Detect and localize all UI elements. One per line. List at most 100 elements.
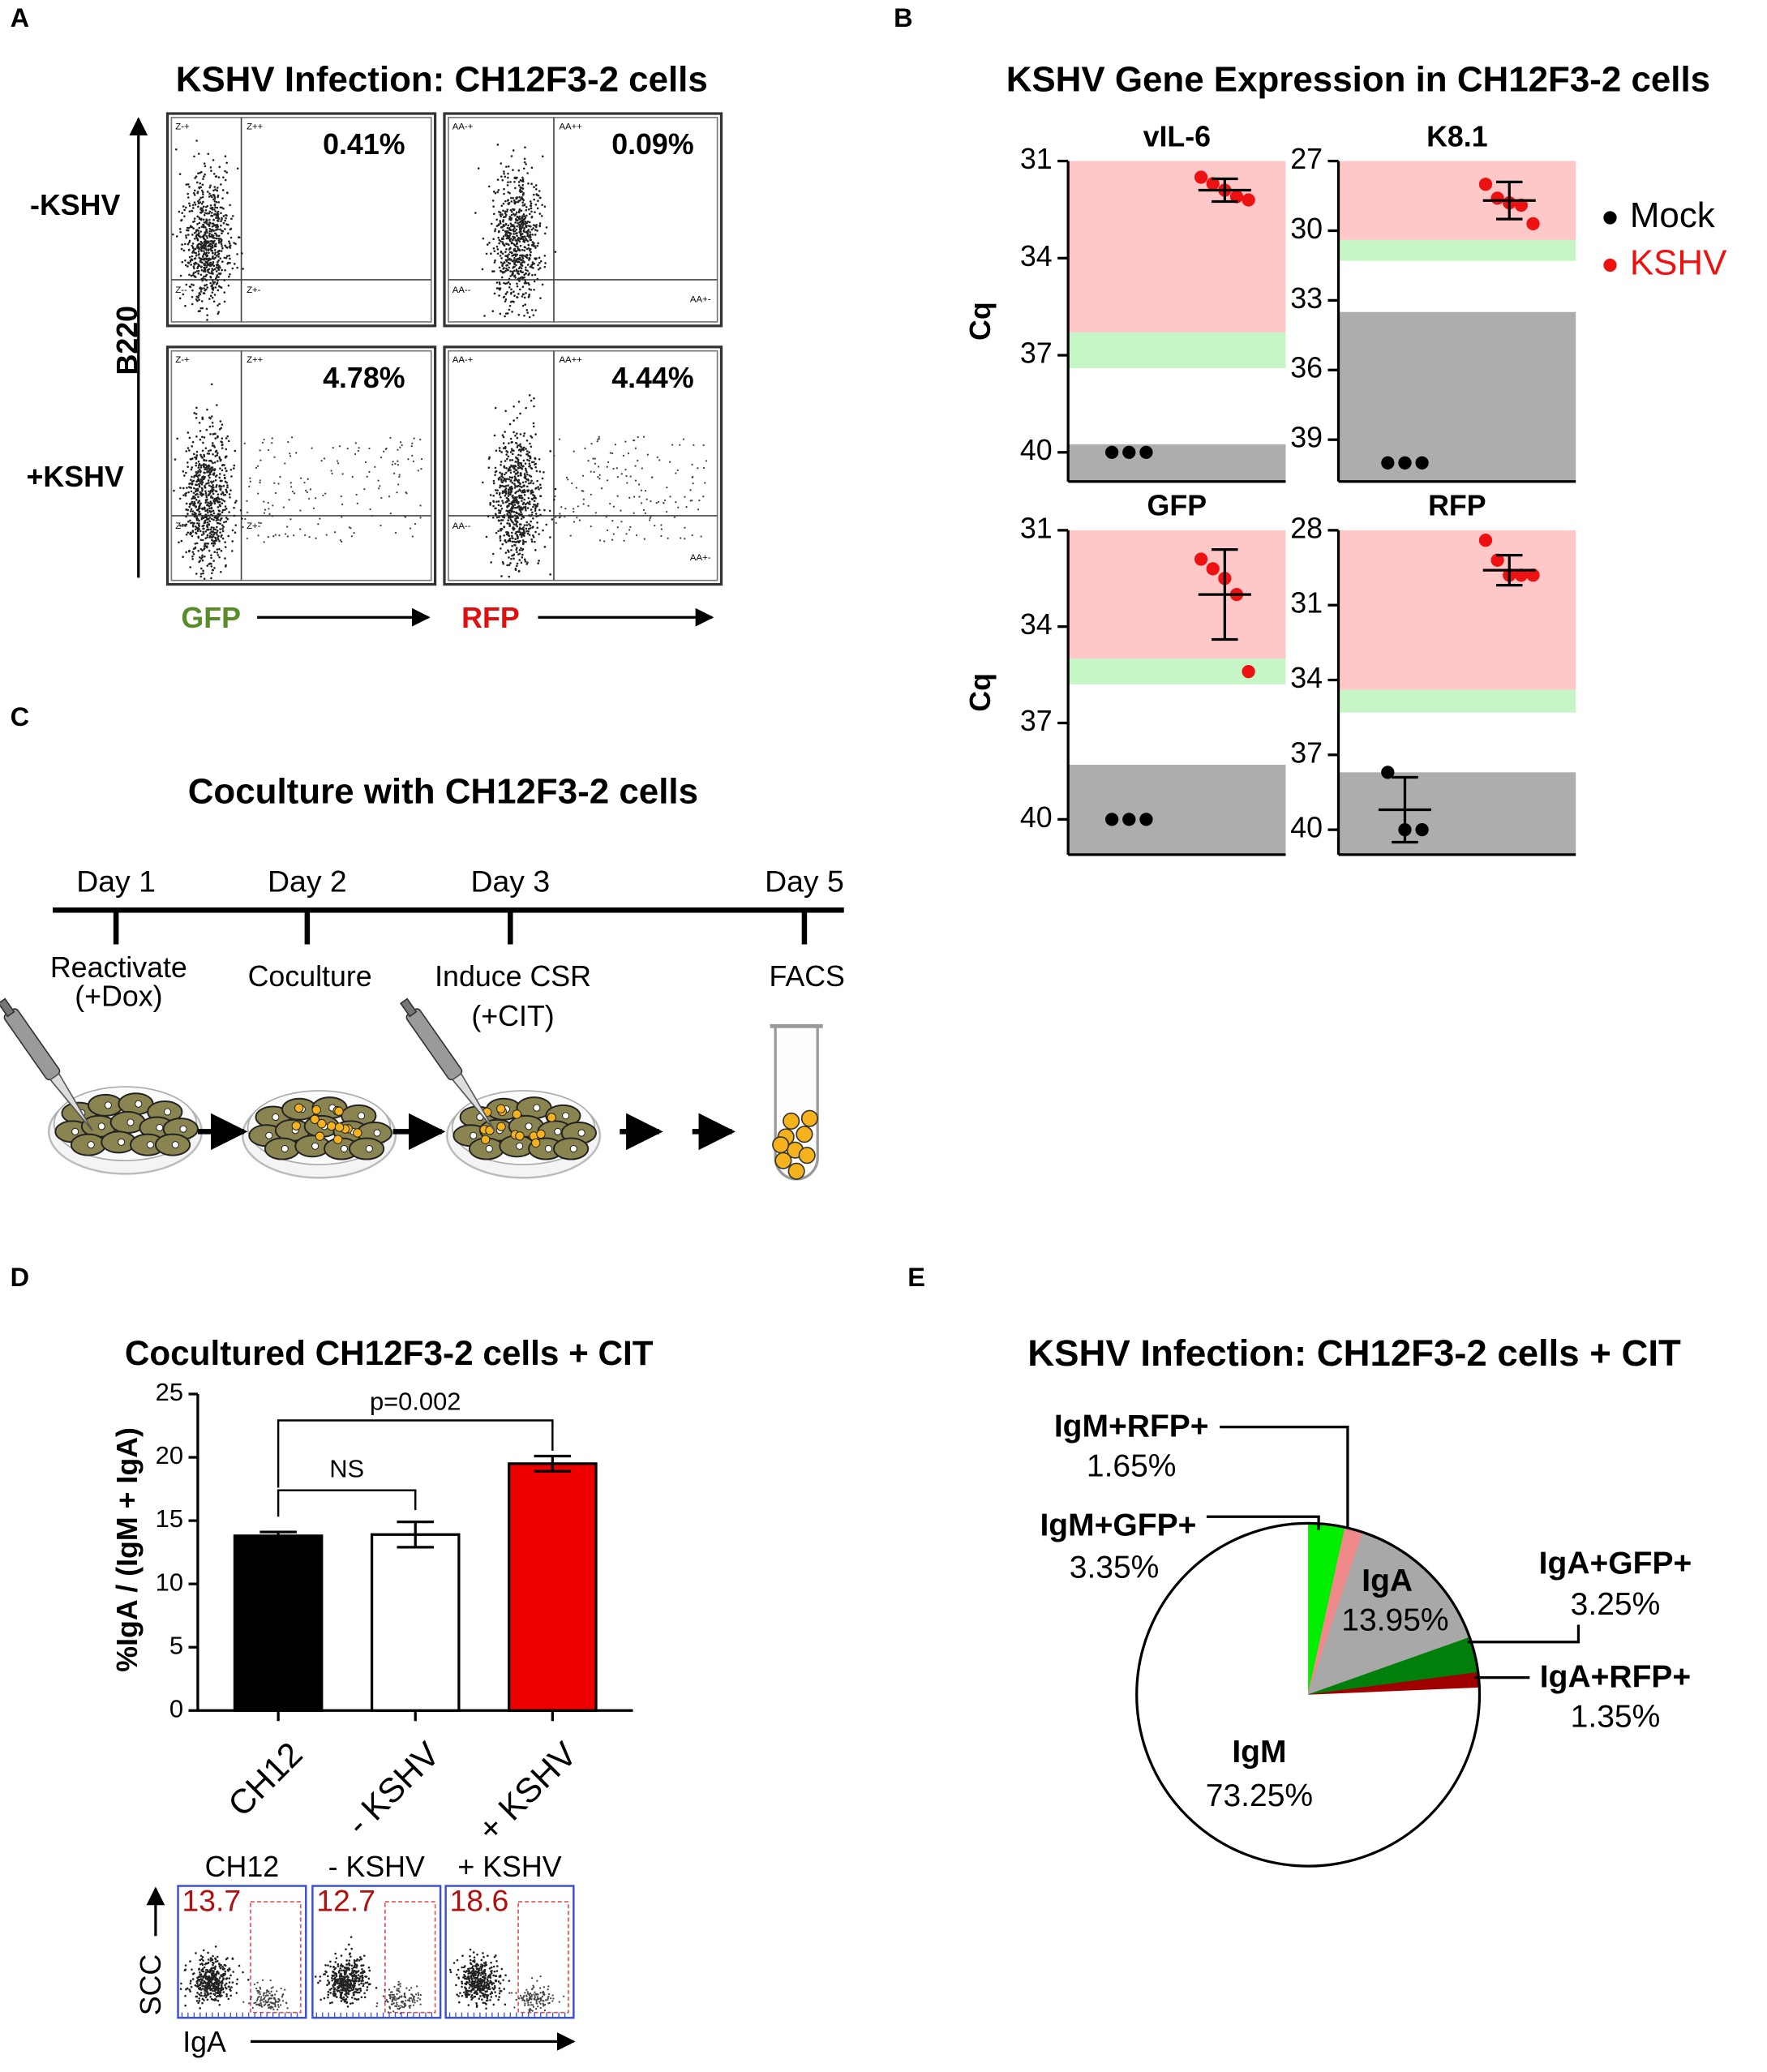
event [216, 533, 218, 536]
event [271, 437, 273, 440]
event [494, 1986, 496, 1989]
event [521, 491, 524, 494]
event [190, 468, 193, 471]
event [500, 504, 502, 508]
event [202, 209, 204, 212]
event [504, 1974, 507, 1976]
event [516, 472, 519, 474]
event [257, 1992, 259, 1994]
event [201, 255, 204, 258]
event [368, 447, 371, 450]
event [194, 177, 196, 179]
event [340, 2000, 343, 2002]
event [221, 247, 224, 250]
event [521, 176, 524, 179]
event [208, 472, 212, 475]
event [504, 447, 507, 450]
event [308, 535, 311, 538]
event [677, 506, 680, 508]
event [199, 464, 203, 467]
event [528, 394, 531, 397]
event [246, 500, 248, 502]
data-point [1415, 823, 1429, 837]
event [507, 181, 509, 183]
event [204, 490, 207, 492]
event [413, 437, 415, 440]
event [516, 432, 518, 435]
event [500, 261, 503, 264]
event [526, 232, 529, 234]
event [492, 500, 495, 503]
event [354, 453, 357, 456]
event [511, 540, 514, 543]
event [363, 1971, 366, 1973]
event [603, 540, 606, 543]
event [191, 209, 194, 212]
event [419, 517, 422, 519]
event [206, 219, 208, 222]
event [525, 253, 529, 256]
event [517, 270, 520, 272]
event [477, 1983, 479, 1985]
event [204, 1989, 206, 1992]
event [215, 1980, 217, 1983]
event [534, 549, 537, 551]
event [200, 225, 204, 228]
event [396, 491, 398, 494]
event [518, 229, 521, 231]
event [221, 508, 225, 512]
event [511, 510, 513, 513]
event [389, 1997, 392, 2000]
event [187, 229, 190, 232]
event [226, 232, 229, 235]
event [515, 469, 518, 472]
event [221, 530, 225, 533]
event [217, 518, 220, 521]
event [508, 476, 512, 478]
event [217, 212, 220, 216]
event [369, 508, 371, 511]
event [191, 466, 194, 469]
event [259, 521, 262, 525]
event [529, 457, 532, 459]
event [542, 529, 544, 532]
event [203, 262, 206, 265]
event [513, 263, 516, 266]
event [507, 455, 510, 458]
event [523, 203, 526, 206]
event [197, 470, 199, 473]
event [526, 269, 529, 272]
event [190, 508, 193, 511]
event [517, 217, 521, 219]
event [523, 558, 526, 561]
range-band [1338, 530, 1576, 690]
event [210, 1972, 213, 1975]
event [215, 217, 217, 219]
event [214, 1985, 217, 1988]
event [524, 146, 526, 149]
event [581, 490, 583, 492]
event [199, 482, 202, 484]
event [330, 470, 332, 472]
event [516, 225, 518, 228]
event [525, 406, 527, 410]
legend-marker [1603, 211, 1617, 225]
event [210, 495, 212, 498]
event [530, 2001, 532, 2004]
event [499, 509, 502, 513]
event [510, 213, 513, 217]
event [366, 1981, 369, 1984]
event [517, 238, 519, 242]
event [534, 495, 536, 498]
event [530, 436, 534, 439]
event [525, 540, 527, 543]
event [536, 230, 538, 232]
event [488, 1988, 491, 1991]
event [234, 242, 237, 246]
event [343, 1966, 346, 1969]
event [204, 487, 207, 489]
event [584, 447, 586, 449]
event [191, 283, 193, 286]
event [195, 254, 198, 257]
event [527, 482, 530, 485]
